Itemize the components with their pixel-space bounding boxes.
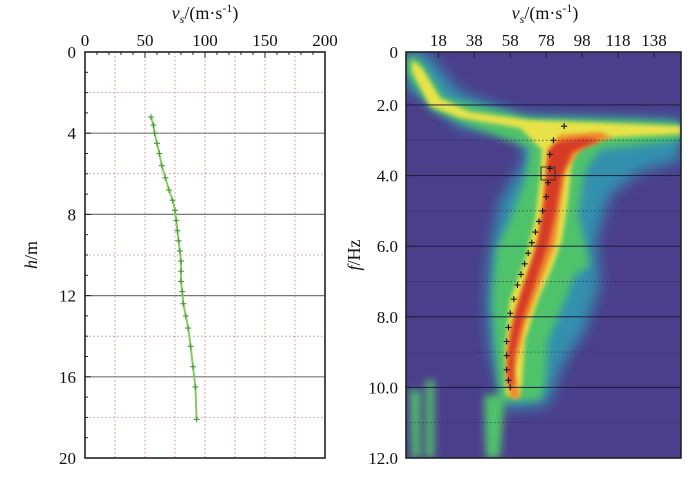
dispersion-ridge-point: [532, 229, 539, 236]
velocity-profile-point: [156, 150, 163, 157]
dispersion-ridge-point: [505, 377, 512, 384]
right-x-tick-label: 138: [641, 31, 667, 50]
dispersion-spectrum: [406, 52, 681, 458]
velocity-profile-point: [172, 207, 178, 214]
left-y-tick-label: 8: [68, 205, 77, 224]
dispersion-ridge-point: [507, 384, 514, 391]
velocity-profile-point: [179, 288, 186, 295]
left-x-tick-label: 200: [312, 31, 338, 50]
right-y-tick-label: 12.0: [368, 449, 398, 468]
velocity-profile-point: [193, 416, 200, 423]
dispersion-ridge-point: [503, 338, 510, 345]
right-x-tick-label: 98: [574, 31, 591, 50]
right-y-tick-label: 8.0: [377, 308, 398, 327]
dispersion-ridge-points: [503, 123, 568, 391]
left-y-tick-labels: 0 4 8 12 16 20: [59, 43, 77, 468]
dispersion-ridge-point: [507, 310, 514, 317]
velocity-profile-point: [187, 343, 194, 350]
velocity-profile-point: [178, 258, 184, 265]
dispersion-ridge-point: [544, 179, 551, 186]
velocity-profile-point: [180, 300, 187, 307]
dispersion-ridge-point: [543, 193, 550, 200]
left-y-tick-label: 4: [68, 124, 77, 143]
velocity-profile-point: [148, 113, 154, 120]
left-x-tick-label: 100: [192, 31, 218, 50]
dispersion-ridge-point: [510, 296, 517, 303]
dispersion-ridge-point: [505, 324, 512, 331]
right-x-tick-label: 78: [538, 31, 555, 50]
dispersion-ridge-point: [514, 282, 521, 289]
velocity-profile-point: [176, 247, 183, 254]
dispersion-ridge-point: [518, 271, 525, 278]
spectrum-band-red: [508, 138, 600, 385]
right-ticks: [406, 51, 655, 459]
right-gridlines: [406, 104, 681, 424]
left-chart: 0 50 100 150 200 0 4 8 12 16 20 vs/(m·s-1) h/m: [21, 1, 338, 468]
right-x-tick-label: 58: [502, 31, 519, 50]
velocity-profile-point: [178, 268, 184, 275]
right-y-tick-labels: 0 2.0 4.0 6.0 8.0 10.0 12.0: [368, 43, 398, 468]
right-plot-frame: [405, 51, 682, 459]
left-y-tick-label: 20: [59, 449, 76, 468]
right-y-tick-label: 10.0: [368, 378, 398, 397]
right-x-tick-label: 118: [606, 31, 631, 50]
dispersion-ridge-point: [536, 218, 543, 225]
velocity-profile-point: [151, 130, 158, 137]
velocity-profile-point: [174, 227, 181, 234]
velocity-profile-points: [148, 113, 200, 423]
right-x-tick-label: 18: [430, 31, 447, 50]
right-y-tick-label: 4.0: [377, 167, 398, 186]
velocity-profile-point: [150, 122, 157, 129]
left-y-tick-label: 0: [68, 43, 77, 62]
dispersion-ridge-point: [539, 207, 546, 214]
dispersion-ridge-point: [546, 165, 553, 172]
right-y-tick-label: 0: [390, 43, 399, 62]
left-gridlines: [85, 52, 325, 458]
velocity-profile-point: [166, 187, 172, 194]
dispersion-ridge-point: [561, 123, 568, 130]
velocity-profile-point: [185, 325, 192, 332]
dispersion-ridge-point: [525, 250, 532, 257]
left-x-tick-label: 0: [81, 31, 90, 50]
velocity-profile-point: [182, 312, 189, 319]
left-x-tick-labels: 0 50 100 150 200: [81, 31, 338, 50]
velocity-profile-point: [173, 217, 180, 224]
right-x-tick-labels: 18 38 58 78 98 118 138: [430, 31, 667, 50]
left-ticks: [84, 51, 326, 459]
left-x-axis-label: vs/(m·s-1): [172, 1, 239, 26]
left-y-tick-label: 16: [59, 368, 76, 387]
velocity-profile-point: [154, 140, 160, 147]
dispersion-ridge-point: [546, 151, 553, 158]
right-x-tick-label: 38: [466, 31, 483, 50]
dispersion-ridge-point: [528, 239, 535, 246]
velocity-profile-point: [178, 278, 184, 285]
dispersion-ridge-point: [503, 366, 510, 373]
right-chart: 18 38 58 78 98 118 138 0 2.0 4.0 6.0 8.0 10.0 12.0 v…: [344, 1, 682, 468]
velocity-profile-point: [169, 197, 176, 204]
right-x-axis-label: vs/(m·s-1): [512, 1, 579, 26]
dispersion-ridge-point: [550, 137, 557, 144]
right-y-tick-label: 2.0: [377, 96, 398, 115]
velocity-profile-point: [158, 162, 165, 169]
velocity-profile-point: [175, 237, 182, 244]
left-x-tick-label: 50: [137, 31, 154, 50]
velocity-profile-point: [162, 174, 169, 181]
dispersion-ridge-point: [503, 352, 510, 359]
left-x-tick-label: 150: [252, 31, 278, 50]
right-y-axis-label: f/Hz: [344, 239, 364, 270]
velocity-profile-point: [190, 363, 196, 370]
velocity-profile-point: [192, 383, 199, 390]
dispersion-ridge-point: [521, 260, 528, 267]
right-y-tick-label: 6.0: [377, 237, 398, 256]
left-y-tick-label: 12: [59, 287, 76, 306]
left-y-axis-label: h/m: [21, 241, 41, 269]
